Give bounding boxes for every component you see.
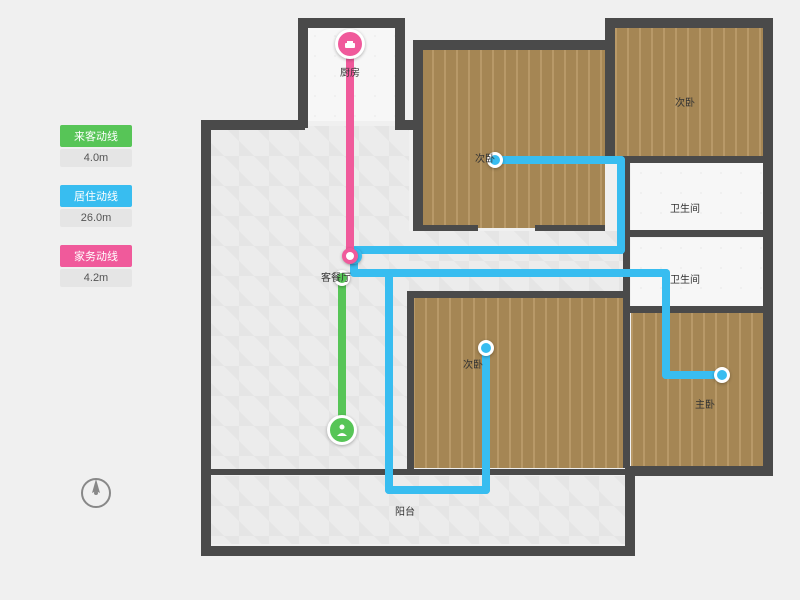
room-living-fill — [209, 126, 409, 471]
label-living: 客餐厅 — [321, 269, 351, 284]
flow-node-chore-pot — [335, 29, 365, 59]
flow-node-living-dot — [714, 367, 730, 383]
wall — [605, 18, 773, 28]
flow-node-living-dot — [478, 340, 494, 356]
wall — [413, 40, 613, 50]
wall — [605, 18, 615, 163]
room-bath1-fill — [631, 163, 767, 233]
room-hall-fill — [409, 231, 629, 291]
wall — [201, 120, 211, 555]
wall — [535, 225, 605, 231]
room-bed2b-fill — [615, 26, 767, 156]
wall — [407, 292, 414, 472]
wall — [625, 466, 635, 554]
label-master: 主卧 — [695, 396, 715, 411]
wall — [625, 306, 773, 313]
label-bedroom2c: 次卧 — [463, 356, 483, 371]
flow-node-chore-ring — [342, 248, 358, 264]
label-bath1: 卫生间 — [670, 200, 700, 215]
label-bath2: 卫生间 — [670, 271, 700, 286]
wall — [407, 291, 629, 298]
flow-line-living — [482, 344, 490, 494]
wall — [395, 120, 413, 130]
legend-value-living: 26.0m — [60, 209, 132, 227]
wall — [413, 225, 478, 231]
legend-value-guest: 4.0m — [60, 149, 132, 167]
flow-line-living — [662, 269, 670, 379]
label-bedroom2b: 次卧 — [675, 94, 695, 109]
floorplan: 厨房 次卧 次卧 卫生间 卫生间 客餐厅 次卧 主卧 阳台 — [195, 8, 780, 588]
legend-label-living: 居住动线 — [60, 185, 132, 207]
label-balcony: 阳台 — [395, 503, 415, 518]
flow-line-living — [493, 156, 625, 164]
flow-line-living — [350, 269, 670, 277]
legend-item-chore: 家务动线 4.2m — [60, 245, 132, 287]
legend-label-chore: 家务动线 — [60, 245, 132, 267]
wall — [625, 230, 773, 237]
wall — [298, 18, 308, 128]
wall — [298, 18, 403, 28]
flow-line-guest — [338, 278, 346, 430]
legend-item-living: 居住动线 26.0m — [60, 185, 132, 227]
label-bedroom2a: 次卧 — [475, 150, 495, 165]
wall — [605, 156, 773, 163]
room-bed2a-fill — [420, 48, 605, 228]
wall — [413, 40, 423, 230]
wall — [395, 18, 405, 128]
wall — [201, 120, 305, 130]
room-master-fill — [631, 313, 767, 468]
legend-item-guest: 来客动线 4.0m — [60, 125, 132, 167]
wall — [201, 546, 635, 556]
flow-node-guest-person — [327, 415, 357, 445]
room-bed2c-fill — [413, 298, 623, 468]
flow-line-living — [385, 269, 393, 494]
wall — [763, 18, 773, 476]
legend-label-guest: 来客动线 — [60, 125, 132, 147]
flow-line-living — [385, 486, 490, 494]
wall — [205, 469, 627, 475]
wall — [625, 466, 773, 476]
wall — [623, 313, 630, 468]
compass-icon — [78, 475, 114, 511]
flow-line-living — [617, 156, 625, 254]
flow-line-living — [350, 246, 625, 254]
legend-value-chore: 4.2m — [60, 269, 132, 287]
label-kitchen: 厨房 — [340, 64, 360, 79]
legend: 来客动线 4.0m 居住动线 26.0m 家务动线 4.2m — [60, 125, 132, 305]
